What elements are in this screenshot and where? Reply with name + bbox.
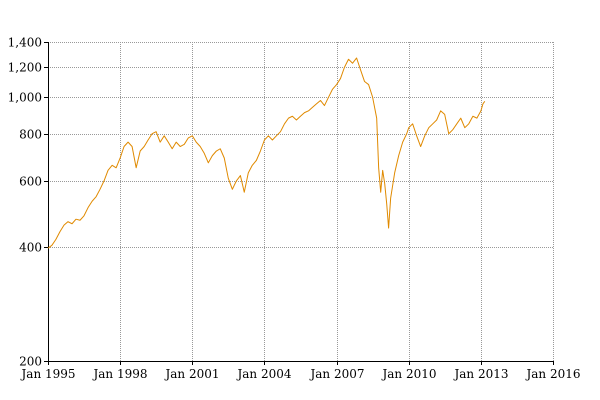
y-tick-label: 600 <box>19 175 42 189</box>
series-line <box>47 57 486 249</box>
x-tick-label: Jan 1998 <box>91 367 147 381</box>
y-tick-label: 400 <box>19 241 42 255</box>
y-tick-label: 800 <box>19 128 42 142</box>
x-axis-ticks: Jan 1995 Jan 1998 Jan 2001 Jan 2004 Jan 2007… <box>20 361 581 381</box>
x-tick-label: Jan 2004 <box>235 367 291 381</box>
x-tick-label: Jan 1995 <box>20 367 76 381</box>
x-tick-label: Jan 2001 <box>163 367 219 381</box>
y-tick-label: 200 <box>19 355 42 369</box>
x-tick-label: Jan 2016 <box>524 367 580 381</box>
grid <box>48 42 554 362</box>
y-tick-label: 1,200 <box>8 61 42 75</box>
y-axis-ticks: 200 400 600 800 1,000 1,200 1,400 <box>8 36 48 369</box>
x-tick-label: Jan 2013 <box>452 367 508 381</box>
x-tick-label: Jan 2007 <box>308 367 364 381</box>
y-tick-label: 1,000 <box>8 91 42 105</box>
series <box>47 57 486 249</box>
axes <box>48 42 553 362</box>
y-tick-label: 1,400 <box>8 36 42 50</box>
x-tick-label: Jan 2010 <box>380 367 436 381</box>
